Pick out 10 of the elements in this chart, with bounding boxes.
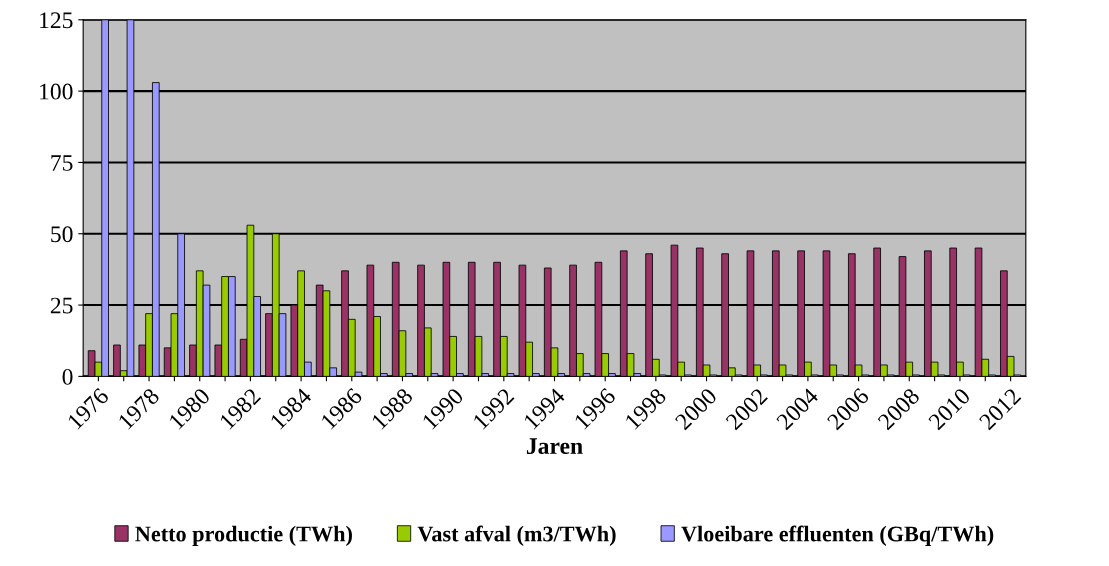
y-tick-label: 50 (51, 226, 73, 243)
legend-label: Vast afval (m3/TWh) (417, 525, 616, 546)
y-tick-label: 0 (62, 368, 73, 385)
legend-label: Vloeibare effluenten (GBq/TWh) (681, 525, 994, 546)
y-tick-label: 100 (40, 83, 73, 100)
x-axis-title: Jaren (526, 438, 583, 455)
y-tick-label: 125 (40, 12, 73, 29)
y-tick-label: 25 (50, 297, 73, 314)
y-tick-label: 75 (51, 155, 73, 171)
legend-label: Netto productie (TWh) (135, 525, 352, 546)
